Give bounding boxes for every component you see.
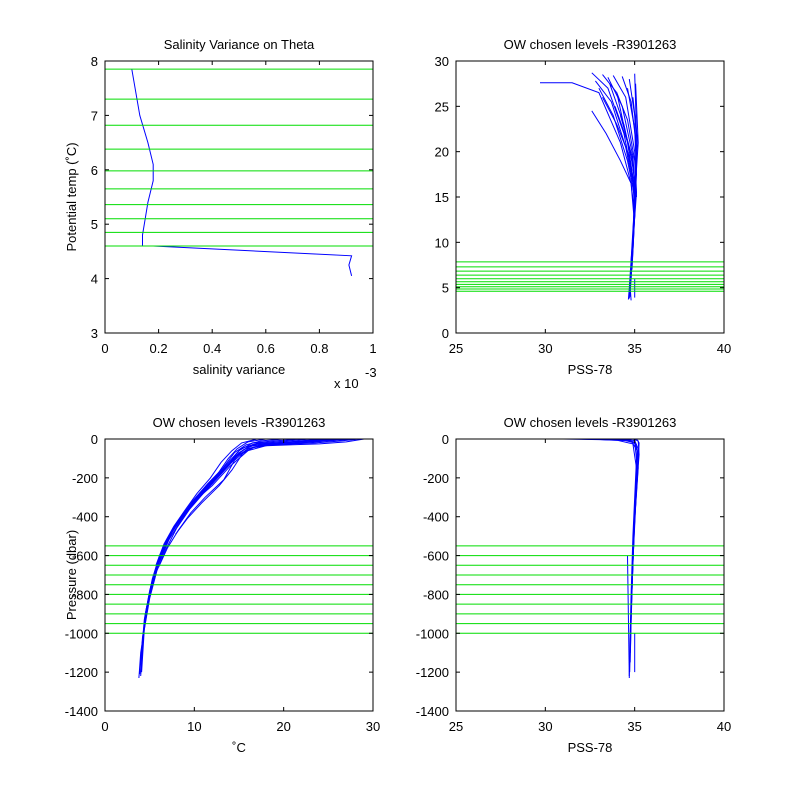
profile-line	[629, 287, 632, 301]
y-tick-label: 6	[91, 163, 98, 178]
profile-line	[595, 80, 636, 295]
y-tick-label: -600	[72, 549, 98, 564]
x-tick-label: 40	[717, 341, 731, 356]
profile-line	[158, 438, 360, 568]
x-tick-label: 40	[717, 719, 731, 734]
panel-salinity-variance: 0 0.2 0.4 0.6 0.8 1 3 4 5 6 7 8 Salinity Variance on…	[64, 37, 377, 391]
x-axis-label: PSS-78	[568, 740, 613, 755]
profile-line	[175, 438, 342, 535]
profile-line	[619, 115, 637, 193]
profile-line	[150, 438, 266, 587]
profile-line	[634, 83, 639, 198]
y-tick-label: -200	[423, 471, 449, 486]
x-exponent-label: x 10	[334, 376, 359, 391]
profile-line	[627, 555, 630, 679]
y-tick-label: 0	[442, 326, 449, 341]
profile-line	[591, 110, 636, 270]
y-tick-label: -400	[423, 510, 449, 525]
x-tick-label: 0.8	[310, 341, 328, 356]
y-tick-label: 10	[435, 235, 449, 250]
y-tick-label: -800	[423, 587, 449, 602]
x-tick-label: 0.6	[257, 341, 275, 356]
profile-line	[140, 438, 347, 677]
y-tick-label: 0	[442, 432, 449, 447]
x-tick-label: 25	[449, 719, 463, 734]
y-tick-label: 3	[91, 326, 98, 341]
profile-line	[563, 438, 638, 677]
profile-line	[131, 69, 353, 277]
y-tick-label: -400	[72, 510, 98, 525]
profile-line	[138, 438, 365, 679]
y-tick-label: 8	[91, 54, 98, 69]
panel-salinity-theta: 25 30 35 40 0 5 10 15 20 25 30 OW chosen levels -R3…	[435, 37, 732, 377]
y-tick-label: -800	[72, 587, 98, 602]
profile-line	[602, 97, 636, 243]
y-tick-label: -1400	[65, 704, 98, 719]
x-axis-label: PSS-78	[568, 362, 613, 377]
axes-frame	[455, 60, 725, 334]
panel-salinity-pressure: 25 30 35 40 -1400 -1200 -1000 -800 -600 -400 -200 0…	[416, 415, 731, 755]
y-axis-label: Pressure (dbar)	[64, 530, 79, 620]
x-tick-label: 35	[627, 719, 641, 734]
y-tick-label: -1400	[416, 704, 449, 719]
y-axis-label: Potential temp (˚C)	[64, 142, 79, 251]
chart-title: OW chosen levels -R3901263	[504, 415, 677, 430]
x-exponent-power: -3	[365, 365, 377, 380]
axes-frame	[104, 60, 374, 334]
profile-line	[632, 438, 640, 556]
y-tick-label: -1000	[416, 626, 449, 641]
axes-frame	[455, 438, 725, 712]
y-tick-label: 0	[91, 432, 98, 447]
x-tick-label: 30	[538, 341, 552, 356]
x-tick-label: 10	[187, 719, 201, 734]
x-tick-label: 30	[538, 719, 552, 734]
y-tick-label: 4	[91, 272, 98, 287]
profile-line	[139, 438, 338, 675]
panel-temp-pressure: 0 10 20 30 -1400 -1200 -1000 -800 -600 -400 -200 0 O…	[64, 415, 380, 755]
y-tick-label: -600	[423, 549, 449, 564]
x-tick-label: 20	[276, 719, 290, 734]
y-tick-label: -1000	[65, 626, 98, 641]
y-tick-label: 7	[91, 108, 98, 123]
y-tick-label: 5	[91, 217, 98, 232]
y-tick-label: 15	[435, 190, 449, 205]
chart-title: OW chosen levels -R3901263	[504, 37, 677, 52]
y-tick-label: 5	[442, 281, 449, 296]
y-tick-label: -1200	[416, 665, 449, 680]
y-tick-label: 25	[435, 99, 449, 114]
y-tick-label: -200	[72, 471, 98, 486]
x-axis-label: ˚C	[232, 740, 246, 755]
profile-line	[589, 438, 638, 517]
x-tick-label: 25	[449, 341, 463, 356]
y-tick-label: 30	[435, 54, 449, 69]
x-tick-label: 30	[366, 719, 380, 734]
x-tick-label: 1	[369, 341, 376, 356]
x-tick-label: 0.2	[150, 341, 168, 356]
y-tick-label: 20	[435, 145, 449, 160]
x-tick-label: 0	[101, 341, 108, 356]
axes-frame	[104, 438, 374, 712]
x-tick-label: 0.4	[203, 341, 221, 356]
chart-title: OW chosen levels -R3901263	[153, 415, 326, 430]
chart-title: Salinity Variance on Theta	[164, 37, 315, 52]
profile-line	[155, 438, 258, 566]
y-tick-label: -1200	[65, 665, 98, 680]
x-tick-label: 0	[101, 719, 108, 734]
x-axis-label: salinity variance	[193, 362, 286, 377]
x-tick-label: 35	[627, 341, 641, 356]
